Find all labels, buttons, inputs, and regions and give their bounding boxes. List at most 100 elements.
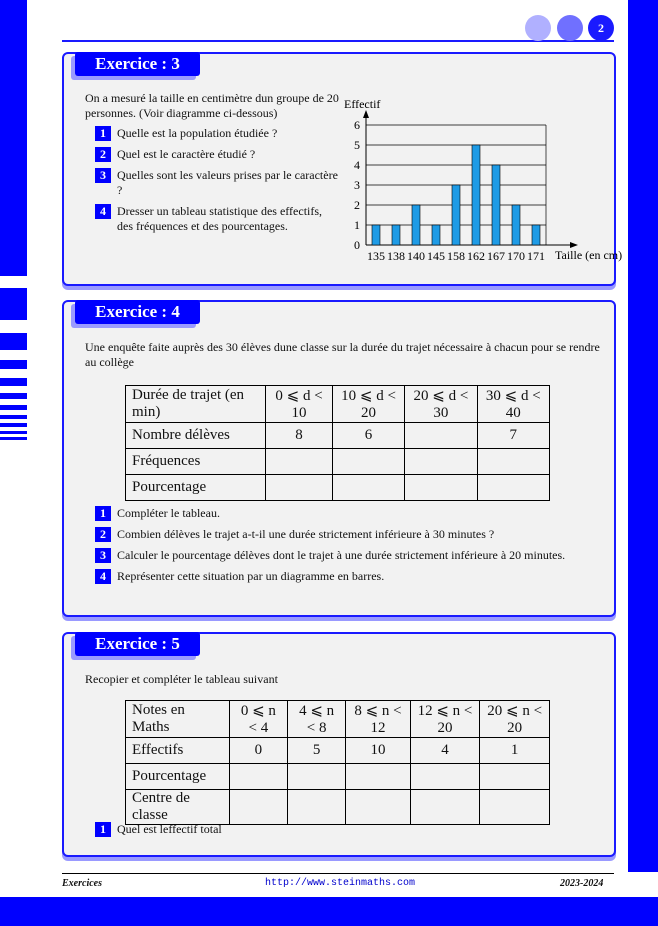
cell	[404, 448, 478, 475]
cell	[404, 422, 478, 449]
y-tick-label: 3	[354, 178, 360, 192]
cell	[479, 789, 550, 825]
header-cell: 0 ⩽ d < 10	[265, 385, 333, 423]
header-cell: 0 ⩽ n < 4	[228, 700, 289, 738]
bar	[391, 224, 401, 246]
cell	[265, 448, 333, 475]
question-text: Dresser un tableau statistique des effec…	[117, 204, 323, 233]
bar	[471, 144, 481, 246]
x-tick-label: 138	[387, 249, 405, 263]
question: 1 Quelle est la population étudiée ?	[95, 126, 340, 141]
table-row: Centre de classe	[125, 789, 550, 825]
bottom-band	[0, 897, 658, 926]
cell: 7	[476, 422, 551, 449]
side-block	[0, 437, 27, 440]
arrow	[570, 242, 578, 248]
question-number: 2	[95, 527, 111, 542]
header-cell: Durée de trajet (en min)	[124, 385, 267, 423]
side-block	[0, 393, 27, 399]
question-text: Quelle est la population étudiée ?	[117, 126, 278, 140]
y-tick-label: 1	[354, 218, 360, 232]
y-tick-label: 0	[354, 238, 360, 252]
y-tick-label: 2	[354, 198, 360, 212]
questions: 1 Quelle est la population étudiée ? 2 Quel…	[95, 126, 340, 240]
bar	[371, 224, 381, 246]
x-tick-label: 167	[487, 249, 505, 263]
cell: 0	[228, 737, 289, 764]
cell: 10	[345, 737, 411, 764]
cell	[345, 763, 411, 790]
intro: On a mesuré la taille en centimètre dun …	[85, 91, 339, 120]
table-row: Effectifs 0 5 10 4 1	[125, 737, 550, 764]
questions: 1 Compléter le tableau. 2 Combien délèves l…	[95, 506, 595, 590]
question-number: 2	[95, 147, 111, 162]
question-text: Quel est le caractère étudié ?	[117, 147, 256, 161]
cell: 4	[409, 737, 481, 764]
footer-left: Exercices	[62, 878, 102, 889]
cell	[265, 474, 333, 501]
side-block	[0, 288, 27, 320]
cell	[409, 763, 481, 790]
cell	[409, 789, 481, 825]
cell: Nombre délèves	[124, 422, 267, 449]
footer-right: 2023-2024	[560, 878, 604, 889]
question-text: Quelles sont les valeurs prises par le c…	[117, 168, 338, 197]
x-tick-label: 145	[427, 249, 445, 263]
question-number: 4	[95, 569, 111, 584]
x-tick-label: 135	[367, 249, 385, 263]
cell	[228, 763, 289, 790]
x-tick-label: 162	[467, 249, 485, 263]
side-block	[0, 431, 27, 434]
question-number: 1	[95, 126, 111, 141]
cell: 6	[331, 422, 406, 449]
side-block	[0, 423, 27, 427]
table-row: Fréquences	[124, 448, 551, 475]
dot	[557, 15, 583, 41]
questions: 1 Quel est leffectif total	[95, 822, 595, 843]
x-tick-label: 170	[507, 249, 525, 263]
question: 1 Quel est leffectif total	[95, 822, 595, 837]
cell	[345, 789, 411, 825]
bar	[411, 204, 421, 246]
question-number: 3	[95, 548, 111, 563]
arrow	[363, 110, 369, 118]
cell: 5	[287, 737, 347, 764]
cell	[287, 763, 347, 790]
intro: Une enquête faite auprès des 30 élèves d…	[85, 340, 600, 369]
cell	[404, 474, 478, 501]
side-block	[0, 378, 27, 386]
cell: Centre de classe	[125, 789, 230, 825]
question: 4 Dresser un tableau statistique des effe…	[95, 204, 340, 234]
question-text: Compléter le tableau.	[117, 506, 220, 520]
bar	[451, 184, 461, 246]
table-row: Pourcentage	[124, 474, 551, 501]
question-number: 4	[95, 204, 111, 219]
footer-rule	[62, 873, 614, 874]
top-rule	[62, 40, 614, 42]
header-cell: 10 ⩽ d < 20	[331, 385, 406, 423]
table-row: Pourcentage	[125, 763, 550, 790]
question: 3 Calculer le pourcentage délèves dont le…	[95, 548, 595, 563]
question-text: Combien délèves le trajet a-t-il une dur…	[117, 527, 495, 541]
question-number: 1	[95, 822, 111, 837]
exercise-title: Exercice : 5	[75, 632, 200, 656]
question-text: Représenter cette situation par un diagr…	[117, 569, 385, 583]
table: Durée de trajet (en min) 0 ⩽ d < 10 10 ⩽ d…	[124, 385, 551, 501]
intro: Recopier et compléter le tableau suivant	[85, 672, 278, 686]
bar	[491, 164, 501, 246]
cell	[331, 474, 406, 501]
header-cell: 30 ⩽ d < 40	[476, 385, 551, 423]
exercise-title: Exercice : 4	[75, 300, 200, 324]
side-block	[0, 415, 27, 419]
side-bar	[0, 0, 27, 276]
x-tick-label: 171	[527, 249, 545, 263]
bar-chart: Effectif Taille (en cm) 0 1 2 3 4 5 6 135 138 140…	[344, 97, 622, 263]
cell	[331, 448, 406, 475]
question: 2 Combien délèves le trajet a-t-il une du…	[95, 527, 595, 542]
header-cell: 20 ⩽ d < 30	[404, 385, 478, 423]
cell: Pourcentage	[125, 763, 230, 790]
footer-url: http://www.steinmaths.com	[265, 878, 416, 889]
cell: Effectifs	[125, 737, 230, 764]
